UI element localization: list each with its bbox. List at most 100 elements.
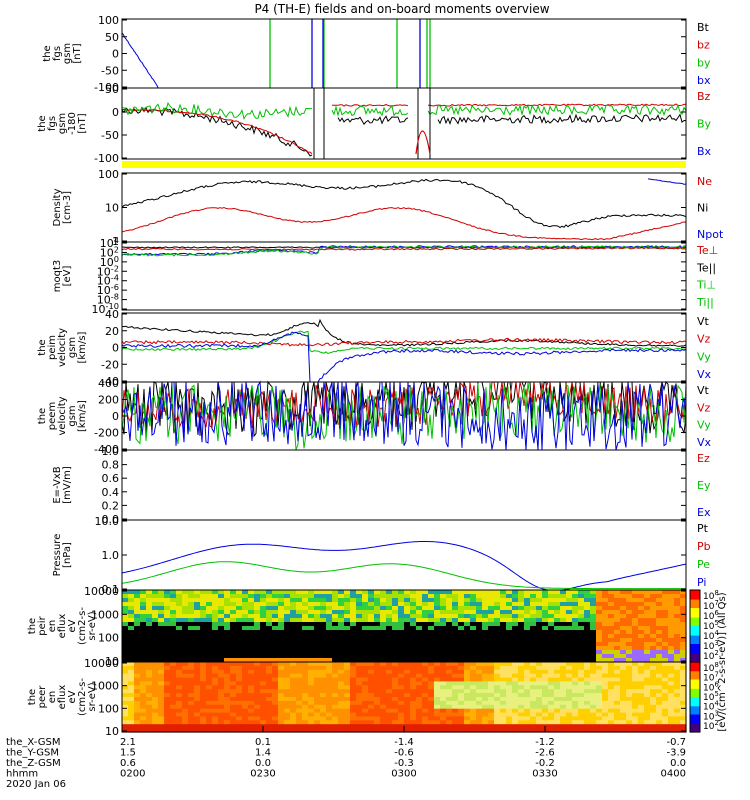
series-bz [427, 103, 687, 107]
heatmap-cell [320, 669, 327, 675]
heatmap-cell [650, 614, 657, 619]
heatmap-cell [656, 594, 663, 599]
heatmap-cell [458, 610, 465, 615]
heatmap-cell [536, 598, 543, 603]
heatmap-cell [224, 708, 231, 714]
heatmap-cell [476, 720, 483, 725]
heatmap-cell [650, 689, 657, 694]
heatmap-cell [314, 598, 321, 603]
heatmap-cell [164, 669, 171, 675]
colorbar-swatch [690, 666, 700, 669]
heatmap-cell [410, 716, 417, 721]
heatmap-cell [578, 669, 585, 675]
heatmap-cell [170, 590, 177, 595]
heatmap-cell [572, 720, 579, 725]
heatmap-cell [422, 662, 429, 667]
heatmap-cell [248, 630, 255, 635]
heatmap-cell [242, 662, 249, 667]
heatmap-cell [584, 626, 591, 631]
heatmap-cell [560, 622, 567, 627]
heatmap-cell [566, 712, 573, 718]
heatmap-cell [368, 677, 375, 683]
heatmap-cell [236, 720, 243, 725]
heatmap-cell [644, 606, 651, 611]
heatmap-cell [164, 658, 171, 663]
heatmap-cell [158, 622, 165, 627]
heatmap-cell [164, 650, 171, 655]
heatmap-cell [242, 669, 249, 675]
heatmap-cell [284, 669, 291, 675]
heatmap-cell [248, 594, 255, 599]
legend-label: Pe [697, 558, 710, 571]
heatmap-cell [668, 602, 675, 607]
colorbar-swatch [690, 658, 700, 661]
heatmap-cell [626, 650, 633, 655]
heatmap-cell [680, 658, 687, 663]
heatmap-cell [290, 650, 297, 655]
heatmap-cell [260, 618, 267, 623]
heatmap-cell [188, 716, 195, 721]
heatmap-cell [266, 673, 273, 679]
heatmap-cell [536, 610, 543, 615]
heatmap-cell [344, 634, 351, 639]
heatmap-cell [566, 614, 573, 619]
heatmap-cell [218, 606, 225, 611]
heatmap-cell [542, 602, 549, 607]
heatmap-cell [170, 712, 177, 718]
heatmap-cell [428, 673, 435, 679]
heatmap-cell [602, 720, 609, 725]
heatmap-cell [476, 681, 483, 686]
heatmap-cell [578, 642, 585, 647]
heatmap-cell [524, 708, 531, 714]
heatmap-cell [650, 728, 657, 733]
heatmap-cell [230, 662, 237, 667]
heatmap-cell [506, 689, 513, 694]
heatmap-cell [146, 704, 153, 710]
heatmap-cell [680, 720, 687, 725]
heatmap-cell [674, 728, 681, 733]
heatmap-cell [320, 646, 327, 651]
heatmap-cell [638, 724, 645, 729]
heatmap-cell [188, 700, 195, 706]
heatmap-cell [374, 602, 381, 607]
heatmap-cell [362, 662, 369, 667]
heatmap-cell [398, 708, 405, 714]
heatmap-cell [476, 673, 483, 679]
heatmap-cell [128, 598, 135, 603]
heatmap-cell [224, 665, 231, 671]
heatmap-cell [422, 618, 429, 623]
heatmap-cell [320, 708, 327, 714]
heatmap-cell [242, 638, 249, 643]
heatmap-cell [356, 598, 363, 603]
heatmap-cell [656, 602, 663, 607]
heatmap-cell [302, 626, 309, 631]
heatmap-cell [416, 662, 423, 667]
heatmap-cell [224, 622, 231, 627]
heatmap-cell [524, 594, 531, 599]
legend-label: Npot [697, 228, 724, 241]
heatmap-cell [356, 594, 363, 599]
heatmap-cell [146, 598, 153, 603]
heatmap-cell [158, 673, 165, 679]
heatmap-cell [596, 626, 603, 631]
heatmap-cell [302, 712, 309, 718]
heatmap-cell [296, 646, 303, 651]
colorbar-swatch [690, 628, 700, 631]
heatmap-cell [578, 681, 585, 686]
colorbar-swatch [690, 644, 700, 646]
heatmap-cell [296, 673, 303, 679]
heatmap-cell [350, 606, 357, 611]
heatmap-cell [170, 662, 177, 667]
y-axis-label-line: [km/s] [77, 331, 88, 363]
heatmap-cell [548, 673, 555, 679]
heatmap-cell [278, 669, 285, 675]
heatmap-cell [302, 642, 309, 647]
heatmap-cell [512, 658, 519, 663]
heatmap-cell [422, 594, 429, 599]
heatmap-cell [500, 728, 507, 733]
heatmap-cell [218, 626, 225, 631]
heatmap-cell [602, 590, 609, 595]
heatmap-cell [350, 602, 357, 607]
heatmap-cell [338, 654, 345, 659]
heatmap-cell [404, 646, 411, 651]
